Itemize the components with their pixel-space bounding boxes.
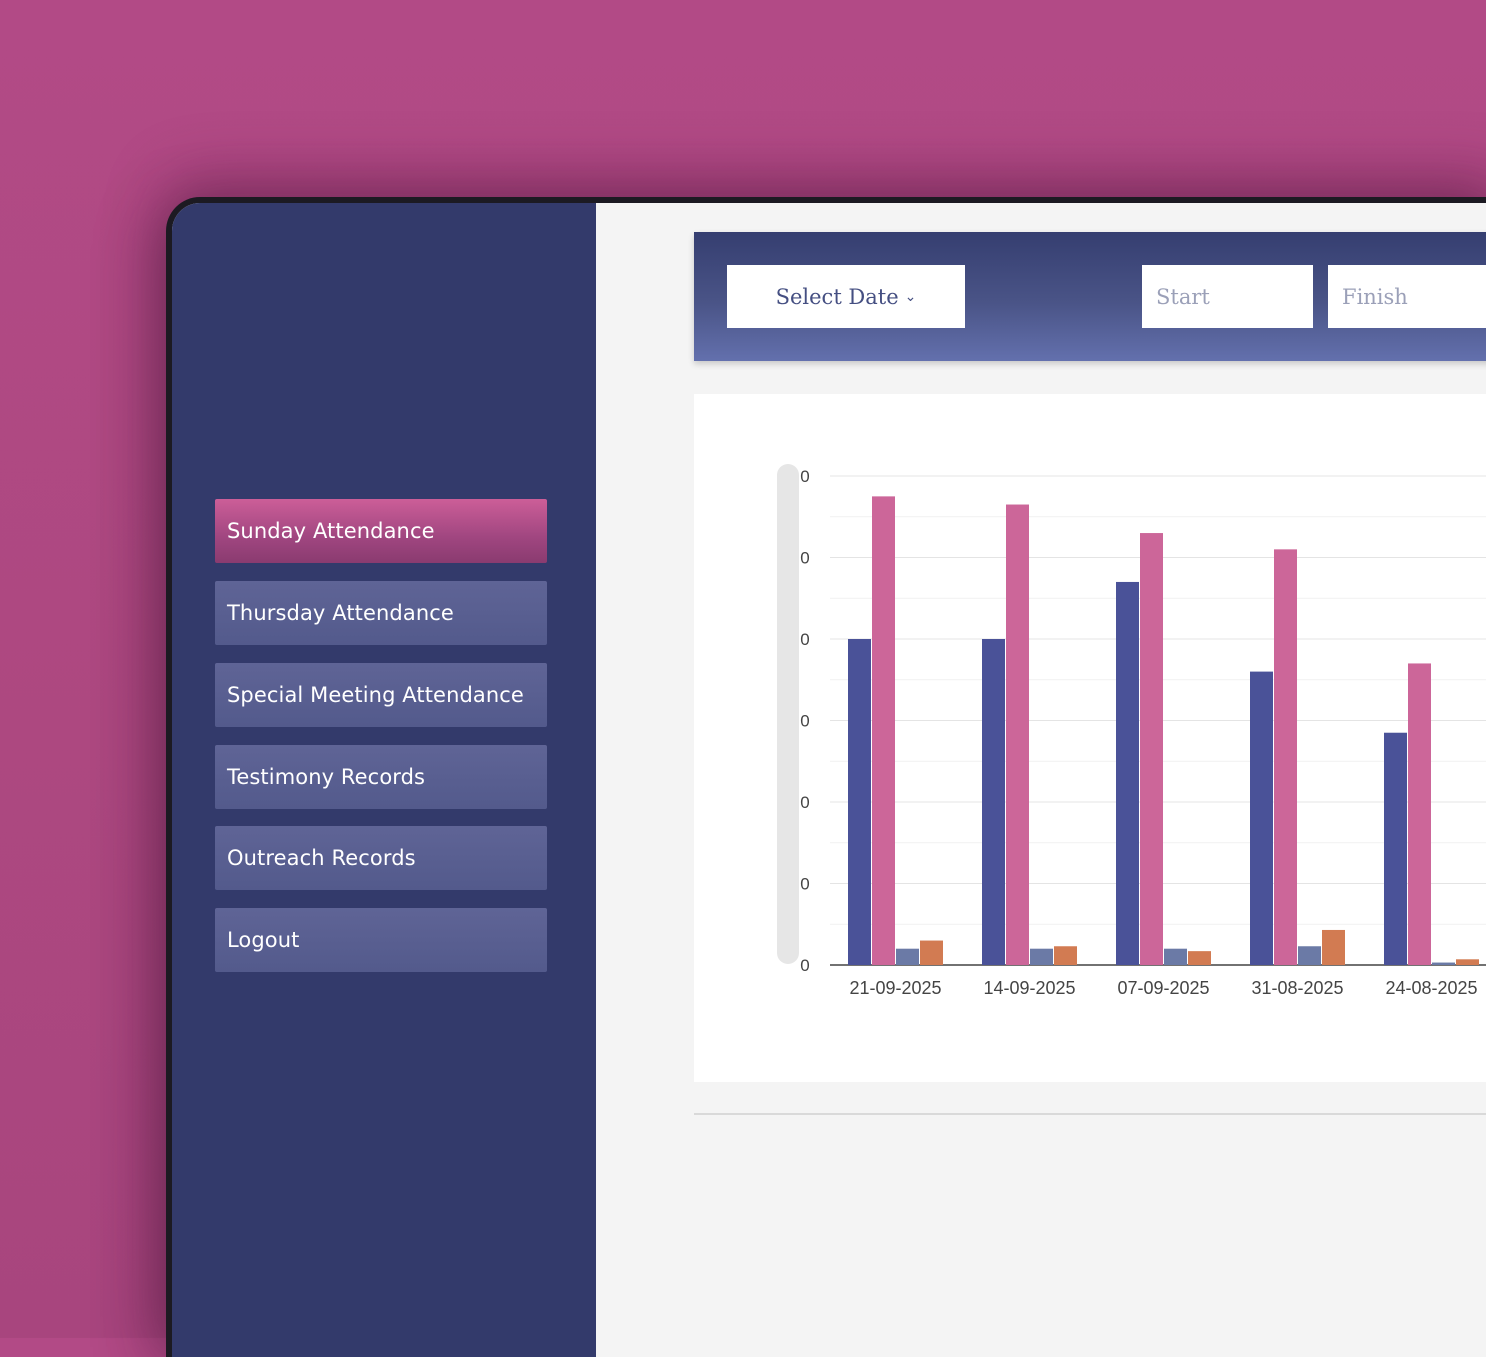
sidebar-item-testimony-records[interactable]: Testimony Records [215,745,547,809]
bar-series-3-07-09-2025[interactable] [1164,948,1187,965]
sidebar-item-sunday-attendance[interactable]: Sunday Attendance [215,499,547,563]
attendance-bar-chart: 0 0 0 0 0 0 0 21-09-2025 14-09-2025 07-09-2025 31-… [800,467,1486,998]
bar-series-2-14-09-2025[interactable] [1006,504,1029,965]
app-screen: Sunday Attendance Thursday Attendance Sp… [172,203,1486,1357]
x-tick-label: 14-09-2025 [983,978,1075,998]
bar-series-1-14-09-2025[interactable] [982,639,1005,965]
bar-series-4-21-09-2025[interactable] [920,940,943,965]
bar-series-2-07-09-2025[interactable] [1140,533,1163,965]
bar-series-1-31-08-2025[interactable] [1250,671,1273,965]
sidebar-item-label: Sunday Attendance [227,519,435,543]
sidebar-item-label: Outreach Records [227,846,416,870]
attendance-chart-card: 0 0 0 0 0 0 0 21-09-2025 14-09-2025 07-09-2025 31-… [694,394,1486,1082]
bar-series-3-31-08-2025[interactable] [1298,946,1321,965]
bar-series-1-24-08-2025[interactable] [1384,732,1407,965]
bar-series-3-24-08-2025[interactable] [1432,962,1455,965]
y-tick-label: 0 [800,549,809,568]
x-tick-label: 07-09-2025 [1117,978,1209,998]
sidebar-item-label: Thursday Attendance [227,601,454,625]
start-date-input[interactable] [1142,265,1313,328]
y-tick-label: 0 [800,956,809,975]
chevron-down-icon: ⌄ [904,288,917,305]
bar-series-4-24-08-2025[interactable] [1456,959,1479,965]
y-tick-label: 0 [800,630,809,649]
x-tick-label: 21-09-2025 [849,978,941,998]
date-filter-toolbar: Select Date ⌄ [694,232,1486,361]
bar-series-4-31-08-2025[interactable] [1322,929,1345,965]
y-tick-label: 0 [800,793,809,812]
device-frame: Sunday Attendance Thursday Attendance Sp… [166,197,1486,1357]
sidebar-item-thursday-attendance[interactable]: Thursday Attendance [215,581,547,645]
y-tick-label: 0 [800,875,809,894]
finish-date-input[interactable] [1328,265,1486,328]
bar-series-2-24-08-2025[interactable] [1408,663,1431,965]
select-date-label: Select Date [775,284,899,309]
main-content: Select Date ⌄ 0 0 0 0 0 0 0 21-09-2025 14-09-202… [596,203,1486,1357]
bar-series-4-07-09-2025[interactable] [1188,951,1211,965]
sidebar-item-label: Logout [227,928,300,952]
bar-series-2-21-09-2025[interactable] [872,496,895,965]
chart-scrollbar[interactable] [777,464,799,964]
x-tick-label: 31-08-2025 [1251,978,1343,998]
y-tick-label: 0 [800,712,809,731]
bar-series-1-07-09-2025[interactable] [1116,581,1139,965]
bar-series-3-21-09-2025[interactable] [896,948,919,965]
bar-series-2-31-08-2025[interactable] [1274,549,1297,965]
sidebar-item-label: Special Meeting Attendance [227,683,524,707]
select-date-dropdown[interactable]: Select Date ⌄ [727,265,965,328]
sidebar: Sunday Attendance Thursday Attendance Sp… [172,203,596,1357]
bar-series-4-14-09-2025[interactable] [1054,946,1077,965]
x-tick-label: 24-08-2025 [1385,978,1477,998]
section-divider [694,1113,1486,1115]
sidebar-item-outreach-records[interactable]: Outreach Records [215,826,547,890]
bar-series-1-21-09-2025[interactable] [848,639,871,965]
sidebar-item-special-meeting-attendance[interactable]: Special Meeting Attendance [215,663,547,727]
y-tick-label: 0 [800,467,809,486]
sidebar-item-logout[interactable]: Logout [215,908,547,972]
bar-series-3-14-09-2025[interactable] [1030,948,1053,965]
sidebar-item-label: Testimony Records [227,765,426,789]
